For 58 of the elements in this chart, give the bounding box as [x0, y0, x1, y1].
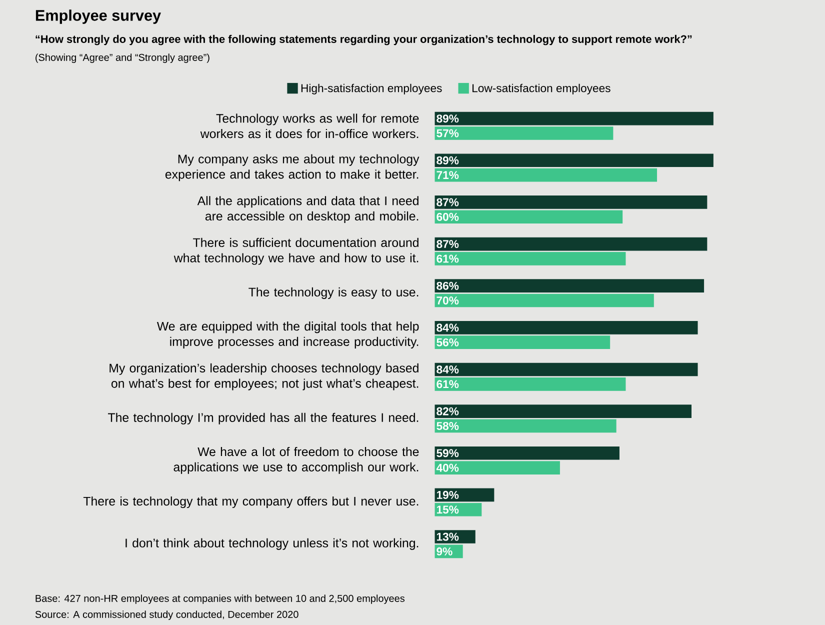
data-label: 15%	[436, 506, 459, 514]
data-label: 87%	[436, 198, 459, 206]
bar	[434, 446, 620, 460]
y-tick-label: The technology is easy to use.	[248, 287, 418, 299]
data-label: 82%	[436, 407, 459, 416]
data-label: 59%	[436, 449, 459, 458]
data-label: 86%	[436, 282, 459, 290]
y-tick-label: There is technology that my company offers but I never use.	[83, 496, 418, 508]
data-label: 13%	[436, 532, 459, 541]
y-tick-label: All the applications and data that I need are accessible on desktop and mobile.	[197, 196, 418, 223]
data-label: 71%	[436, 171, 459, 180]
bar	[434, 377, 626, 391]
data-label: 58%	[436, 422, 459, 430]
bar	[434, 404, 692, 418]
chart-subtitle: “How strongly do you agree with the following statements regarding your organization’s technology to support remote work?”	[36, 34, 692, 46]
bar	[434, 126, 614, 140]
data-label: 61%	[436, 254, 459, 263]
y-tick-label: We are equipped with the digital tools that help improve processes and increase productivity.	[156, 322, 419, 348]
bar	[434, 294, 654, 308]
text: Employee survey	[36, 10, 161, 24]
bar	[434, 362, 698, 376]
data-label: 61%	[436, 380, 459, 388]
bar	[434, 210, 623, 224]
data-label: 84%	[436, 324, 459, 332]
y-tick-label: My company asks me about my technology experience and takes action to make it better.	[165, 154, 420, 182]
data-label: 87%	[436, 240, 459, 248]
data-label: 56%	[436, 338, 459, 346]
legend-label: Low-satisfaction employees	[472, 84, 610, 94]
data-label: 89%	[436, 114, 459, 123]
data-label: 89%	[436, 156, 459, 164]
data-label: 40%	[436, 464, 459, 472]
data-label: 70%	[436, 296, 459, 305]
data-label: 9%	[436, 547, 452, 556]
data-label: 60%	[436, 212, 459, 221]
bar	[434, 321, 698, 334]
bar	[434, 168, 658, 182]
y-tick-label: There is sufficient documentation around what technology we have and how to use it.	[174, 238, 418, 265]
bar	[434, 237, 708, 251]
y-tick-label: We have a lot of freedom to choose the applications we use to accomplish our work.	[174, 447, 419, 474]
y-tick-label: I don’t think about technology unless it’s not working.	[126, 538, 418, 550]
bar	[434, 279, 704, 293]
bar	[434, 196, 708, 209]
y-tick-label: The technology I’m provided has all the features I need.	[108, 412, 418, 424]
bar	[434, 419, 616, 433]
text: Base: 427 non-HR employees at companies with between 10 and 2,500 employees	[36, 594, 405, 604]
bar	[434, 252, 626, 266]
bar	[434, 461, 560, 474]
legend-label: High-satisfaction employees	[301, 84, 442, 94]
data-label: 19%	[436, 490, 459, 499]
data-label: 57%	[436, 129, 459, 138]
text: (Showing “Agree” and “Strongly agree”)	[36, 54, 210, 63]
data-label: 84%	[436, 365, 459, 374]
bar	[434, 336, 610, 349]
bar	[434, 154, 714, 168]
y-tick-label: Technology works as well for remote workers as it does for in-office workers.	[200, 114, 419, 138]
y-tick-label: My organization’s leadership chooses technology based on what’s best for employees; not just what’s cheapest.	[110, 363, 418, 390]
source-note: Source: A commissioned study conducted, December 2020	[35, 610, 298, 620]
bar	[434, 112, 714, 126]
